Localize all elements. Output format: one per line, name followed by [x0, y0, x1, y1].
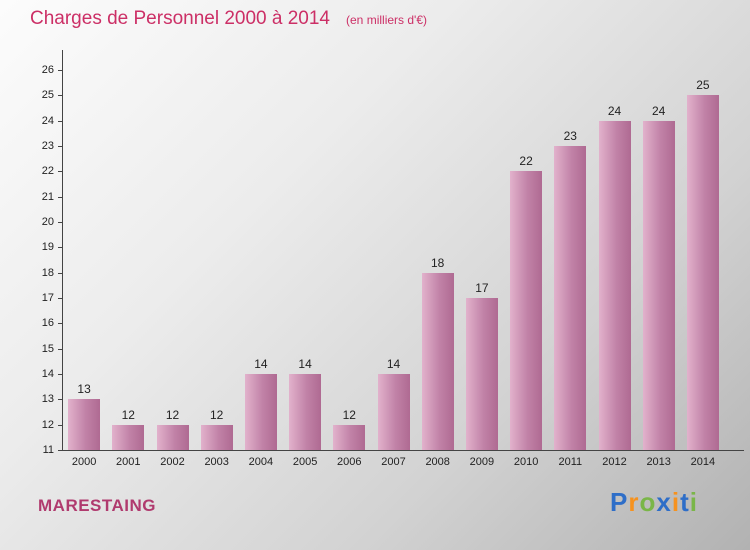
bar-value-label: 12 — [342, 407, 356, 422]
bar-value-label: 12 — [121, 407, 135, 422]
x-tick-label: 2001 — [116, 456, 141, 468]
logo-letter: r — [628, 487, 640, 517]
x-tick-label: 2008 — [425, 456, 450, 468]
logo-letter: P — [610, 487, 629, 517]
y-tick-label: 13 — [41, 393, 54, 406]
y-tick-mark — [58, 247, 62, 249]
bar-value-label: 17 — [475, 281, 489, 295]
bar — [642, 120, 675, 450]
bar-value-label: 23 — [563, 129, 577, 143]
y-tick-label: 23 — [41, 140, 54, 152]
y-tick-mark — [58, 196, 62, 198]
y-tick-mark — [58, 399, 62, 401]
x-tick-label: 2009 — [469, 456, 495, 468]
y-tick-mark — [58, 70, 62, 71]
bar — [333, 424, 366, 450]
bar — [112, 424, 145, 450]
x-tick-label: 2013 — [646, 456, 671, 468]
bar — [510, 171, 543, 450]
y-tick-mark — [58, 348, 62, 350]
y-tick-label: 17 — [41, 292, 54, 304]
bar — [554, 146, 587, 450]
y-tick-mark — [58, 120, 62, 122]
x-axis-line — [62, 450, 744, 451]
bar — [421, 272, 454, 450]
x-tick-label: 2004 — [248, 456, 274, 468]
bar-value-label: 12 — [165, 407, 180, 422]
y-tick-label: 19 — [41, 241, 54, 254]
x-tick-label: 2006 — [337, 456, 362, 468]
y-tick-mark — [58, 272, 62, 274]
x-tick-label: 2011 — [558, 456, 583, 468]
logo-letter: i — [689, 487, 698, 517]
y-tick-label: 20 — [41, 216, 54, 228]
bar — [289, 374, 322, 450]
x-tick-label: 2005 — [292, 456, 318, 468]
y-tick-label: 22 — [41, 165, 54, 178]
bar-value-label: 22 — [519, 154, 533, 169]
x-tick-label: 2002 — [160, 456, 185, 468]
y-tick-mark — [58, 146, 62, 147]
chart-title: Charges de Personnel 2000 à 2014 — [30, 8, 331, 29]
bar-value-label: 25 — [696, 78, 710, 93]
bar — [686, 95, 719, 450]
y-tick-label: 11 — [42, 444, 54, 456]
logo-letter: o — [639, 487, 657, 517]
proxiti-logo: Proxiti — [610, 487, 698, 518]
y-tick-label: 21 — [41, 190, 54, 203]
y-tick-mark — [58, 374, 62, 375]
bar-value-label: 14 — [386, 357, 401, 371]
y-tick-label: 18 — [41, 266, 54, 279]
y-tick-mark — [58, 171, 62, 173]
x-tick-label: 2007 — [381, 456, 406, 468]
bar-value-label: 12 — [210, 407, 224, 422]
bar — [598, 120, 631, 450]
x-tick-label: 2012 — [602, 456, 627, 468]
bar — [465, 298, 498, 450]
bar — [68, 399, 101, 450]
y-tick-mark — [58, 323, 62, 325]
y-tick-mark — [58, 424, 62, 426]
bar — [377, 374, 410, 450]
company-label: MARESTAING — [38, 496, 157, 515]
chart-subtitle: (en milliers d'€) — [346, 13, 427, 27]
chart-header: Charges de Personnel 2000 à 2014 (en mil… — [30, 8, 427, 30]
y-tick-label: 24 — [41, 114, 54, 127]
y-tick-label: 16 — [41, 317, 54, 330]
y-tick-mark — [58, 450, 62, 451]
bar — [156, 424, 189, 450]
y-tick-mark — [58, 298, 62, 299]
bar-value-label: 24 — [607, 103, 622, 118]
y-tick-label: 26 — [41, 64, 54, 76]
bar-value-label: 24 — [652, 103, 666, 118]
bar-value-label: 14 — [254, 357, 268, 371]
y-axis-line — [62, 50, 63, 450]
y-tick-label: 14 — [41, 368, 54, 380]
x-tick-label: 2010 — [513, 456, 539, 468]
bar — [200, 424, 233, 450]
bar-value-label: 14 — [298, 357, 312, 371]
x-tick-label: 2003 — [204, 456, 229, 468]
x-tick-label: 2014 — [690, 456, 716, 468]
y-tick-label: 12 — [41, 418, 54, 431]
x-tick-label: 2000 — [71, 456, 97, 468]
y-tick-label: 15 — [41, 342, 54, 355]
logo-x-icon: x — [656, 487, 672, 517]
y-tick-mark — [58, 95, 62, 97]
logo-letter: i — [671, 487, 681, 517]
logo-letter: t — [680, 487, 690, 517]
bar-value-label: 18 — [431, 255, 445, 270]
y-tick-label: 25 — [41, 89, 54, 102]
y-tick-mark — [58, 222, 62, 223]
bar — [244, 374, 277, 450]
bar-value-label: 13 — [77, 382, 91, 397]
